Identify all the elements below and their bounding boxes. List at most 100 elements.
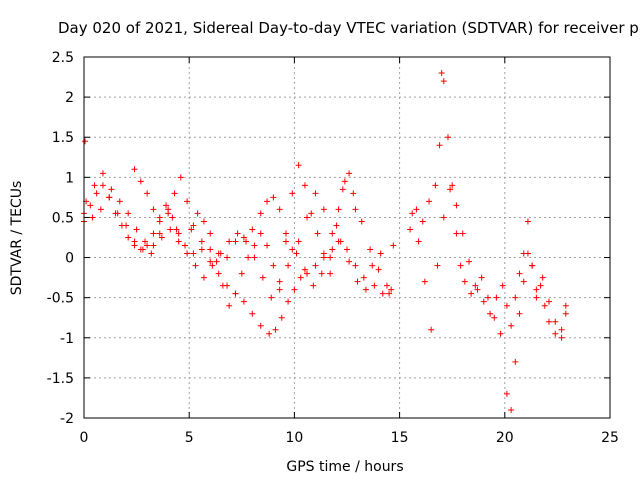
data-point <box>304 270 311 277</box>
data-point <box>533 286 540 293</box>
x-axis-label: GPS time / hours <box>286 459 403 475</box>
data-point <box>537 282 544 289</box>
data-point <box>516 270 523 277</box>
data-point <box>493 294 500 301</box>
data-point <box>524 218 531 225</box>
data-point <box>209 262 216 269</box>
data-point <box>89 214 96 221</box>
data-point <box>207 246 214 253</box>
series-trace-f <box>409 186 569 413</box>
y-tick-label: 2.5 <box>52 50 74 66</box>
data-point <box>125 210 132 217</box>
data-point <box>257 230 264 237</box>
series-trace-a <box>81 182 395 337</box>
data-point <box>190 222 197 229</box>
data-point <box>150 206 157 213</box>
x-tick-label: 15 <box>391 430 409 446</box>
data-point <box>341 178 348 185</box>
data-point <box>282 238 289 245</box>
data-point <box>169 214 176 221</box>
x-tick-label: 20 <box>496 430 514 446</box>
data-point <box>158 234 165 241</box>
data-point <box>327 254 334 261</box>
data-point <box>295 162 302 169</box>
data-point <box>289 190 296 197</box>
data-point <box>386 290 393 297</box>
data-point <box>360 274 367 281</box>
data-point <box>123 222 130 229</box>
data-point <box>320 250 327 257</box>
data-point <box>508 406 515 413</box>
data-point <box>249 226 256 233</box>
data-point <box>497 330 504 337</box>
data-point <box>512 294 519 301</box>
data-point <box>125 234 132 241</box>
data-point <box>175 230 182 237</box>
data-point <box>150 242 157 249</box>
data-point <box>350 190 357 197</box>
data-point <box>491 314 498 321</box>
data-point <box>436 142 443 149</box>
data-point <box>421 278 428 285</box>
data-point <box>440 214 447 221</box>
y-tick-label: -1.5 <box>47 371 74 387</box>
data-point <box>224 254 231 261</box>
data-point <box>453 202 460 209</box>
data-point <box>99 182 106 189</box>
data-point <box>259 274 266 281</box>
data-point <box>409 210 416 217</box>
data-point <box>459 230 466 237</box>
data-point <box>240 298 247 305</box>
data-point <box>144 190 151 197</box>
data-point <box>264 198 271 205</box>
data-point <box>87 202 94 209</box>
x-tick-label: 10 <box>285 430 303 446</box>
data-point <box>562 302 569 309</box>
series-trace-e <box>407 70 569 337</box>
data-point <box>375 266 382 273</box>
data-point <box>499 282 506 289</box>
data-point <box>362 286 369 293</box>
data-point <box>200 274 207 281</box>
data-point <box>453 230 460 237</box>
data-point <box>165 206 172 213</box>
data-point <box>388 286 395 293</box>
data-point <box>234 230 241 237</box>
data-point <box>207 258 214 265</box>
x-tick-label: 0 <box>80 430 89 446</box>
data-point <box>304 214 311 221</box>
data-point <box>520 278 527 285</box>
y-tick-label: -2 <box>60 411 74 427</box>
data-point <box>270 262 277 269</box>
data-point <box>217 250 224 257</box>
data-point <box>415 238 422 245</box>
data-point <box>512 358 519 365</box>
data-point <box>503 302 510 309</box>
data-point <box>558 326 565 333</box>
data-point <box>314 230 321 237</box>
data-point <box>251 254 258 261</box>
data-point <box>295 238 302 245</box>
data-point <box>257 210 264 217</box>
data-point <box>508 322 515 329</box>
data-point <box>93 190 100 197</box>
data-point <box>106 194 113 201</box>
y-tick-label: 0.5 <box>52 210 74 226</box>
data-point <box>390 242 397 249</box>
y-tick-labels: -2 -1.5 -1 -0.5 0 0.5 1 1.5 2 2.5 <box>47 50 74 427</box>
x-tick-label: 5 <box>185 430 194 446</box>
data-point <box>552 318 559 325</box>
data-point <box>213 258 220 265</box>
data-point <box>419 218 426 225</box>
y-axis-label: SDTVAR / TECUs <box>9 181 25 296</box>
y-tick-label: 0 <box>65 251 74 267</box>
data-point <box>272 326 279 333</box>
data-markers <box>81 70 569 413</box>
series-isolated <box>82 138 397 249</box>
data-point <box>249 310 256 317</box>
series-trace-b <box>81 174 390 289</box>
y-tick-label: 1 <box>65 170 74 186</box>
data-point <box>184 250 191 257</box>
data-point <box>320 206 327 213</box>
data-point <box>344 246 350 253</box>
